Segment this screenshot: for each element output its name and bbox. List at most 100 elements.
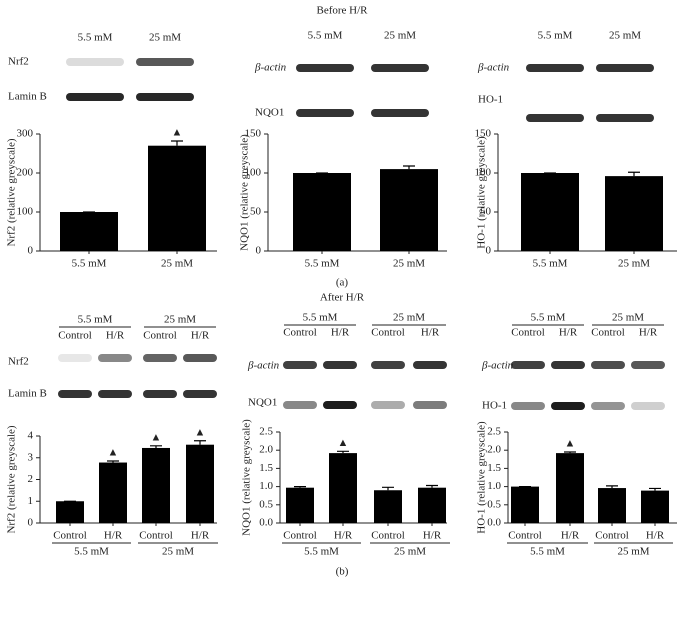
row-label: NQO1 bbox=[255, 107, 284, 119]
y-tick-label: 50 bbox=[480, 206, 492, 218]
lane-label: H/R bbox=[106, 330, 125, 342]
blot-band bbox=[526, 64, 584, 72]
row-label: β-actin bbox=[254, 62, 287, 74]
y-tick-label: 100 bbox=[245, 167, 262, 179]
blot-band bbox=[283, 361, 317, 369]
y-tick-label: 100 bbox=[17, 206, 34, 218]
bar bbox=[418, 487, 446, 523]
row-label: β-actin bbox=[477, 62, 510, 74]
blot-band bbox=[596, 64, 654, 72]
group-label: 25 mM bbox=[394, 546, 426, 558]
y-axis-label: Nrf2 (relative greyscale) bbox=[6, 425, 18, 533]
group-label: 25 mM bbox=[617, 546, 649, 558]
x-tick-label: H/R bbox=[334, 530, 353, 542]
x-tick-label: H/R bbox=[104, 530, 123, 542]
y-tick-label: 0.5 bbox=[259, 498, 273, 510]
y-tick-label: 1 bbox=[28, 495, 34, 507]
y-axis-label: Nrf2 (relative greyscale) bbox=[6, 138, 18, 246]
y-tick-label: 0 bbox=[486, 245, 492, 257]
x-tick-label: 5.5 mM bbox=[72, 258, 107, 270]
y-tick-label: 2.5 bbox=[259, 426, 273, 438]
bar bbox=[556, 453, 584, 523]
group-label: 25 mM bbox=[164, 314, 196, 326]
group-label: 25 mM bbox=[612, 312, 644, 324]
blot-band bbox=[66, 58, 124, 66]
y-axis-label: HO-1 (relative greyscale) bbox=[476, 421, 488, 534]
y-tick-label: 150 bbox=[245, 128, 262, 140]
error-bar bbox=[628, 171, 640, 177]
row-label: HO-1 bbox=[482, 400, 507, 412]
x-tick-label: 25 mM bbox=[393, 258, 425, 270]
lane-label: Control bbox=[511, 327, 545, 339]
error-bar bbox=[606, 485, 618, 489]
lane-label: H/R bbox=[331, 327, 350, 339]
blot-band bbox=[183, 390, 217, 398]
bar bbox=[521, 173, 579, 251]
row-label: Lamin B bbox=[8, 388, 47, 400]
bar bbox=[56, 501, 84, 523]
row-label: HO-1 bbox=[478, 94, 503, 106]
error-bar bbox=[150, 445, 162, 448]
y-axis-label: NQO1 (relative greyscale) bbox=[241, 419, 253, 536]
blot-band bbox=[136, 58, 194, 66]
y-tick-label: 1.0 bbox=[487, 480, 501, 492]
error-bar bbox=[649, 487, 661, 491]
error-bar bbox=[564, 451, 576, 454]
y-tick-label: 2 bbox=[28, 473, 34, 485]
blot-band bbox=[511, 361, 545, 369]
group-label: 5.5 mM bbox=[78, 314, 113, 326]
lane-label: H/R bbox=[559, 327, 578, 339]
y-tick-label: 0.0 bbox=[259, 517, 273, 529]
lane-label: 25 mM bbox=[609, 30, 641, 42]
y-tick-label: 3 bbox=[28, 451, 34, 463]
blot-band bbox=[143, 390, 177, 398]
blot-band bbox=[413, 361, 447, 369]
y-tick-label: 2.0 bbox=[259, 444, 273, 456]
blot-band bbox=[98, 354, 132, 362]
y-tick-label: 2.5 bbox=[487, 426, 501, 438]
y-tick-label: 1.0 bbox=[259, 480, 273, 492]
group-label: 5.5 mM bbox=[530, 546, 565, 558]
blot-band bbox=[136, 93, 194, 101]
y-tick-label: 1.5 bbox=[487, 462, 501, 474]
bar bbox=[99, 462, 127, 523]
lane-label: Control bbox=[143, 330, 177, 342]
blot-band bbox=[371, 401, 405, 409]
x-tick-label: 25 mM bbox=[618, 258, 650, 270]
panel-title: Before H/R bbox=[316, 5, 368, 17]
error-bar bbox=[382, 486, 394, 491]
bar bbox=[329, 453, 357, 523]
y-axis-label: HO-1 (relative greyscale) bbox=[476, 136, 488, 249]
blot-band bbox=[371, 109, 429, 117]
significance-marker: ▲ bbox=[151, 431, 162, 443]
significance-marker: ▲ bbox=[172, 127, 183, 139]
y-tick-label: 50 bbox=[250, 206, 262, 218]
bar bbox=[60, 212, 118, 251]
x-tick-label: Control bbox=[371, 530, 405, 542]
x-tick-label: H/R bbox=[646, 530, 665, 542]
blot-band bbox=[183, 354, 217, 362]
blot-band bbox=[511, 402, 545, 410]
blot-band bbox=[526, 114, 584, 122]
group-label: 25 mM bbox=[162, 546, 194, 558]
blot-band bbox=[58, 390, 92, 398]
group-label: 5.5 mM bbox=[74, 546, 109, 558]
x-tick-label: Control bbox=[139, 530, 173, 542]
blot-band bbox=[296, 64, 354, 72]
bar bbox=[293, 173, 351, 251]
blot-band bbox=[371, 64, 429, 72]
bar bbox=[142, 447, 170, 523]
significance-marker: ▲ bbox=[108, 447, 119, 459]
y-tick-label: 0.0 bbox=[487, 517, 501, 529]
lane-label: 5.5 mM bbox=[538, 30, 573, 42]
lane-label: H/R bbox=[639, 327, 658, 339]
blot-band bbox=[323, 361, 357, 369]
blot-band bbox=[323, 401, 357, 409]
lane-label: 25 mM bbox=[149, 32, 181, 44]
y-tick-label: 0 bbox=[28, 517, 34, 529]
lane-label: H/R bbox=[191, 330, 210, 342]
group-label: 5.5 mM bbox=[304, 546, 339, 558]
y-tick-label: 4 bbox=[28, 430, 34, 442]
y-tick-label: 200 bbox=[17, 167, 34, 179]
